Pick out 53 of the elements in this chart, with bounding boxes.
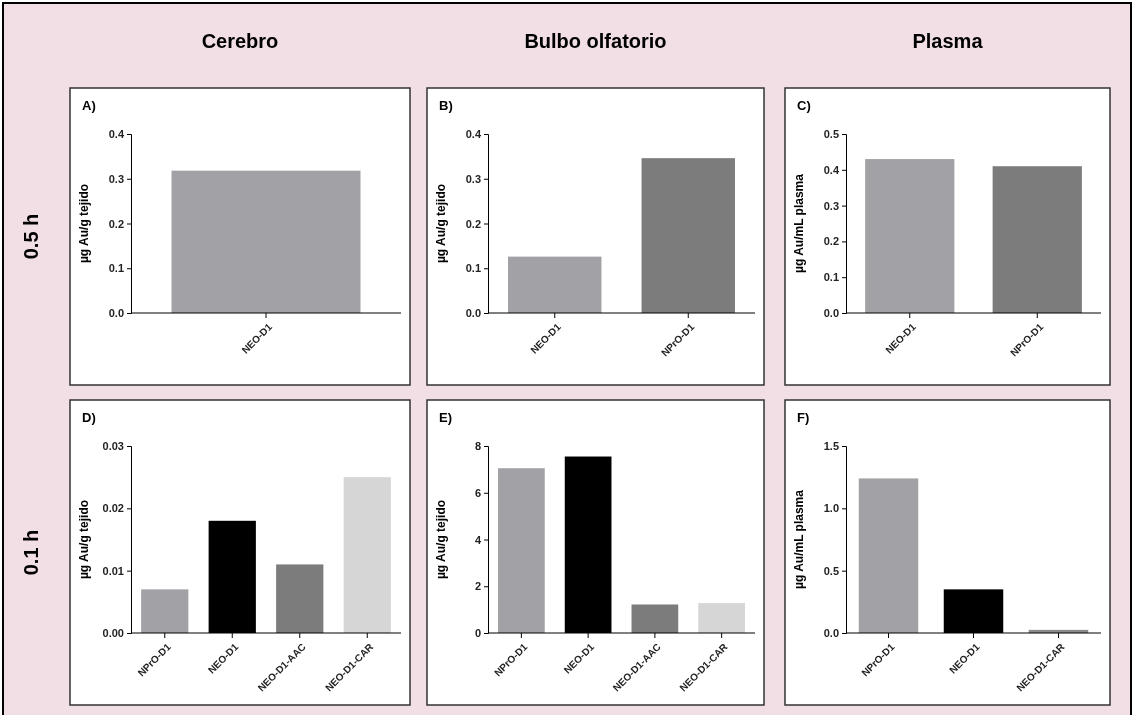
bar: [858, 478, 919, 633]
y-tick-label: 0.00: [102, 627, 124, 640]
y-axis-title: µg Au/mL plasma: [792, 173, 806, 273]
bar: [498, 468, 545, 633]
y-tick-label: 0.03: [102, 440, 124, 453]
y-tick-label: 0.2: [108, 217, 124, 230]
y-tick-label: 0.3: [108, 172, 124, 185]
y-axis-title: µg Au/g tejido: [77, 183, 91, 264]
chart-title: B): [439, 98, 453, 113]
y-tick-label: 0.3: [823, 199, 839, 212]
chart-subtitle: Plasma: [912, 30, 984, 52]
y-tick-label: 0.5: [823, 564, 839, 577]
y-tick-label: 0.02: [102, 502, 124, 515]
y-tick-label: 0.01: [102, 564, 124, 577]
y-axis-title: µg Au/g tejido: [434, 499, 448, 580]
y-tick-label: 0.0: [108, 307, 124, 320]
bar: [343, 477, 391, 633]
y-tick-label: 1.0: [823, 502, 839, 515]
text: 0.1 h: [20, 529, 42, 576]
y-axis-title: µg Au/g tejido: [434, 183, 448, 264]
bar: [141, 589, 189, 633]
bar: [698, 603, 745, 633]
text: 0.5 h: [20, 213, 42, 260]
y-tick-label: 0.1: [465, 262, 481, 275]
y-tick-label: 0.2: [465, 217, 481, 230]
y-tick-label: 4: [474, 533, 482, 546]
y-tick-label: 0.0: [465, 307, 481, 320]
y-tick-label: 0: [474, 627, 481, 640]
y-tick-label: 0.0: [823, 627, 839, 640]
y-tick-label: 0.1: [108, 262, 124, 275]
y-tick-label: 0.4: [108, 128, 125, 141]
chart-title: E): [439, 410, 452, 425]
chart-title: D): [82, 410, 96, 425]
y-tick-label: 0.1: [823, 271, 839, 284]
y-axis-title: µg Au/g tejido: [77, 499, 91, 580]
y-tick-label: 0.0: [823, 307, 839, 320]
chart-subtitle: Cerebro: [201, 30, 279, 52]
y-tick-label: 0.5: [823, 128, 839, 141]
y-tick-label: 6: [474, 486, 481, 499]
chart-title: C): [797, 98, 811, 113]
y-tick-label: 1.5: [823, 440, 839, 453]
y-tick-label: 2: [474, 580, 481, 593]
bar: [276, 564, 324, 633]
y-tick-label: 8: [474, 440, 481, 453]
chart-subtitle: Bulbo olfatorio: [524, 30, 667, 52]
chart-title: F): [797, 410, 810, 425]
y-tick-label: 0.2: [823, 235, 839, 248]
y-tick-label: 0.3: [465, 172, 481, 185]
y-tick-label: 0.4: [465, 128, 482, 141]
chart-title: A): [82, 98, 96, 113]
y-tick-label: 0.4: [823, 163, 840, 176]
bar: [631, 604, 679, 633]
y-axis-title: µg Au/mL plasma: [792, 489, 806, 589]
